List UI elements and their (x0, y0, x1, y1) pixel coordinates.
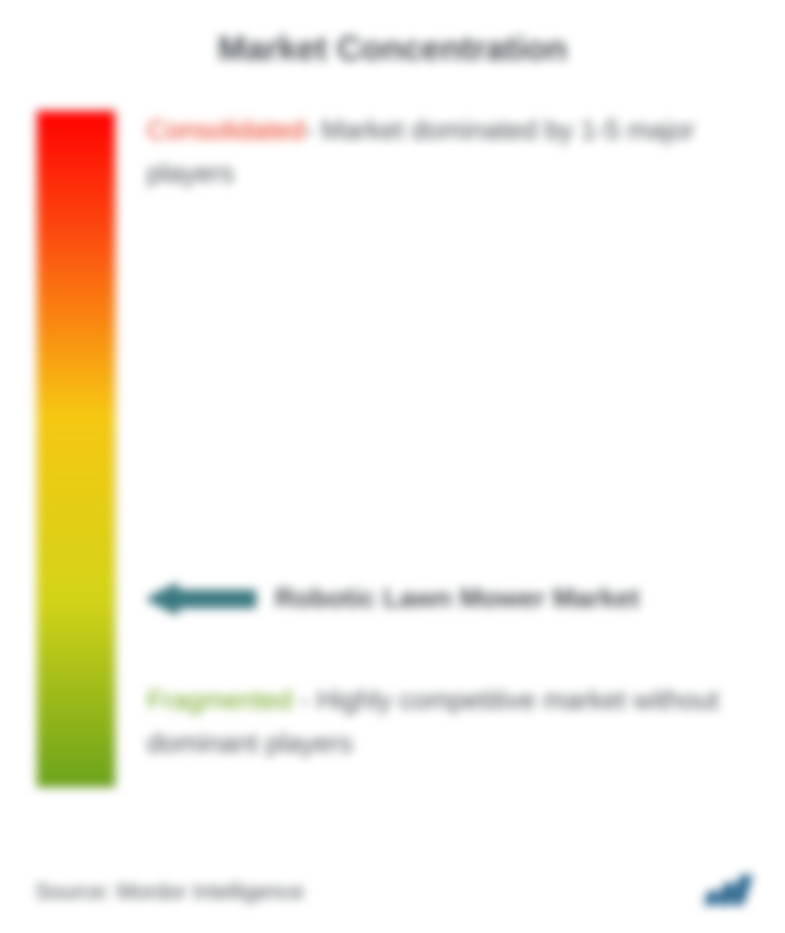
page-title: Market Concentration (35, 30, 750, 69)
consolidated-word: Consolidated (147, 115, 305, 145)
brand-logo (706, 875, 750, 905)
logo-bars-icon (706, 875, 750, 905)
fragmented-label: Fragmented - Highly competitive market w… (147, 679, 750, 765)
arrow-left-icon (147, 582, 257, 616)
fragmented-word: Fragmented (147, 685, 293, 715)
concentration-gauge (35, 109, 117, 789)
gauge-gradient-fill (37, 111, 115, 787)
labels-column: Consolidated- Market dominated by 1-5 ma… (147, 109, 750, 789)
marker-label: Robotic Lawn Mower Market (275, 583, 640, 614)
source-text: Source: Mordor Intelligence (35, 879, 304, 905)
footer: Source: Mordor Intelligence (35, 875, 750, 905)
main-content: Consolidated- Market dominated by 1-5 ma… (35, 109, 750, 789)
market-marker: Robotic Lawn Mower Market (147, 582, 640, 616)
consolidated-label: Consolidated- Market dominated by 1-5 ma… (147, 109, 750, 195)
